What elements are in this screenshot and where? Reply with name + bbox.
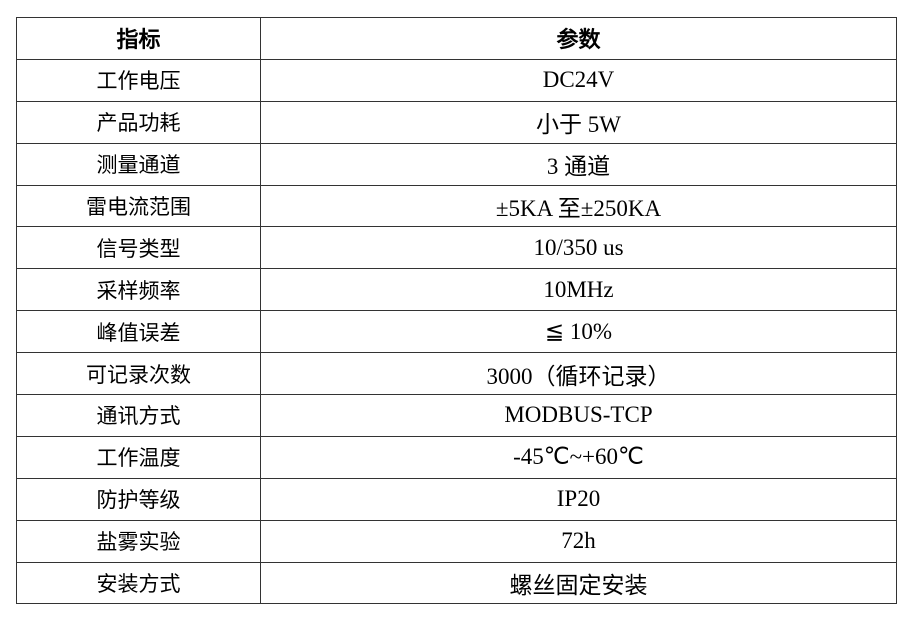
- parameter-cell: 小于 5W: [260, 100, 897, 144]
- parameter-cell: DC24V: [260, 58, 897, 102]
- indicator-cell: 工作电压: [16, 58, 261, 102]
- parameter-cell: 3000（循环记录）: [260, 352, 897, 396]
- table-row: 工作电压 DC24V: [16, 58, 897, 102]
- header-indicator: 指标: [16, 17, 261, 60]
- table-row: 通讯方式 MODBUS-TCP: [16, 394, 897, 437]
- table-row: 峰值误差 ≦ 10%: [16, 310, 897, 354]
- indicator-cell: 可记录次数: [16, 352, 261, 396]
- indicator-cell: 防护等级: [16, 477, 261, 521]
- parameter-cell: ±5KA 至±250KA: [260, 184, 897, 228]
- indicator-cell: 测量通道: [16, 142, 261, 186]
- indicator-cell: 工作温度: [16, 435, 261, 479]
- table-row: 测量通道 3 通道: [16, 142, 897, 186]
- table-row: 产品功耗 小于 5W: [16, 100, 897, 144]
- indicator-cell: 峰值误差: [16, 310, 261, 354]
- indicator-cell: 安装方式: [16, 561, 261, 605]
- indicator-cell: 采样频率: [16, 268, 261, 312]
- table-row: 信号类型 10/350 us: [16, 226, 897, 270]
- indicator-cell: 通讯方式: [16, 394, 261, 437]
- table-row: 雷电流范围 ±5KA 至±250KA: [16, 184, 897, 228]
- table-row: 防护等级 IP20: [16, 477, 897, 521]
- indicator-cell: 信号类型: [16, 226, 261, 270]
- header-parameter: 参数: [260, 17, 897, 60]
- parameter-cell: 10MHz: [260, 268, 897, 312]
- parameter-cell: 螺丝固定安装: [260, 561, 897, 605]
- header-row: 指标 参数: [16, 17, 897, 60]
- parameter-cell: 10/350 us: [260, 226, 897, 270]
- parameter-cell: 72h: [260, 519, 897, 563]
- table-row: 工作温度 -45℃~+60℃: [16, 435, 897, 479]
- indicator-cell: 雷电流范围: [16, 184, 261, 228]
- table-row: 安装方式 螺丝固定安装: [16, 561, 897, 605]
- parameter-cell: 3 通道: [260, 142, 897, 186]
- parameter-cell: ≦ 10%: [260, 310, 897, 354]
- parameter-cell: MODBUS-TCP: [260, 394, 897, 437]
- table-row: 可记录次数 3000（循环记录）: [16, 352, 897, 396]
- indicator-cell: 产品功耗: [16, 100, 261, 144]
- table-row: 盐雾实验 72h: [16, 519, 897, 563]
- parameter-cell: IP20: [260, 477, 897, 521]
- parameter-cell: -45℃~+60℃: [260, 435, 897, 479]
- spec-table: 指标 参数 工作电压 DC24V 产品功耗 小于 5W 测量通道 3 通道 雷电流范围 ±5K…: [16, 17, 897, 605]
- table-row: 采样频率 10MHz: [16, 268, 897, 312]
- indicator-cell: 盐雾实验: [16, 519, 261, 563]
